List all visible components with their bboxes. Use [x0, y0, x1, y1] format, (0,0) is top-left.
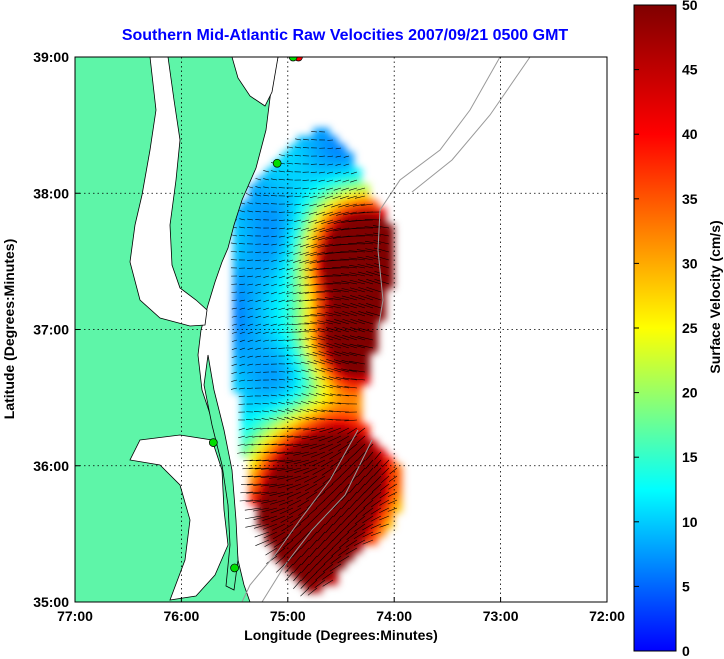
- radar-station-marker: [272, 158, 282, 168]
- colorbar-tick-label: 40: [682, 126, 698, 142]
- lon-tick-label: 75:00: [270, 608, 306, 624]
- lat-lon-grid: [75, 57, 607, 602]
- longitude-ticks: 77:00 76:00 75:00 74:00 73:00 72:00: [57, 597, 625, 624]
- colorbar-tick-label: 5: [682, 578, 690, 594]
- lat-tick-label: 39:00: [33, 49, 69, 65]
- radar-station-marker: [288, 57, 298, 62]
- lat-tick-label: 37:00: [33, 322, 69, 338]
- colorbar-tick-label: 15: [682, 449, 698, 465]
- colorbar-tick-label: 30: [682, 255, 698, 271]
- lat-tick-label: 36:00: [33, 458, 69, 474]
- colorbar-ticks: 0 5 10 15 20 25 30 35 40 45 50: [634, 0, 698, 659]
- lat-tick-label: 38:00: [33, 185, 69, 201]
- lon-tick-label: 72:00: [589, 608, 625, 624]
- radar-stations: [208, 57, 303, 573]
- latitude-ticks: 39:00 38:00 37:00 36:00 35:00: [33, 49, 80, 610]
- lon-tick-label: 77:00: [57, 608, 93, 624]
- bathymetry-contours: [241, 57, 531, 602]
- velocity-field: [230, 128, 402, 597]
- radar-station-marker: [230, 563, 239, 573]
- colorbar-label: Surface Velocity (cm/s): [707, 220, 723, 373]
- colorbar-tick-label: 25: [682, 320, 698, 336]
- colorbar-tick-label: 0: [682, 643, 690, 659]
- colorbar-tick-label: 45: [682, 62, 698, 78]
- radar-station-marker: [208, 438, 218, 447]
- lon-tick-label: 74:00: [376, 608, 412, 624]
- colorbar-tick-label: 35: [682, 191, 698, 207]
- x-axis-label: Longitude (Degrees:Minutes): [244, 627, 438, 643]
- colorbar-tick-label: 20: [682, 385, 698, 401]
- y-axis-label: Latitude (Degrees:Minutes): [1, 239, 17, 419]
- colorbar-tick-label: 50: [682, 0, 698, 13]
- lon-tick-label: 76:00: [163, 608, 199, 624]
- map-title: Southern Mid-Atlantic Raw Velocities 200…: [122, 27, 569, 44]
- lat-tick-label: 35:00: [33, 594, 69, 610]
- lon-tick-label: 73:00: [483, 608, 519, 624]
- colorbar: [633, 4, 677, 652]
- colorbar-tick-label: 10: [682, 514, 698, 530]
